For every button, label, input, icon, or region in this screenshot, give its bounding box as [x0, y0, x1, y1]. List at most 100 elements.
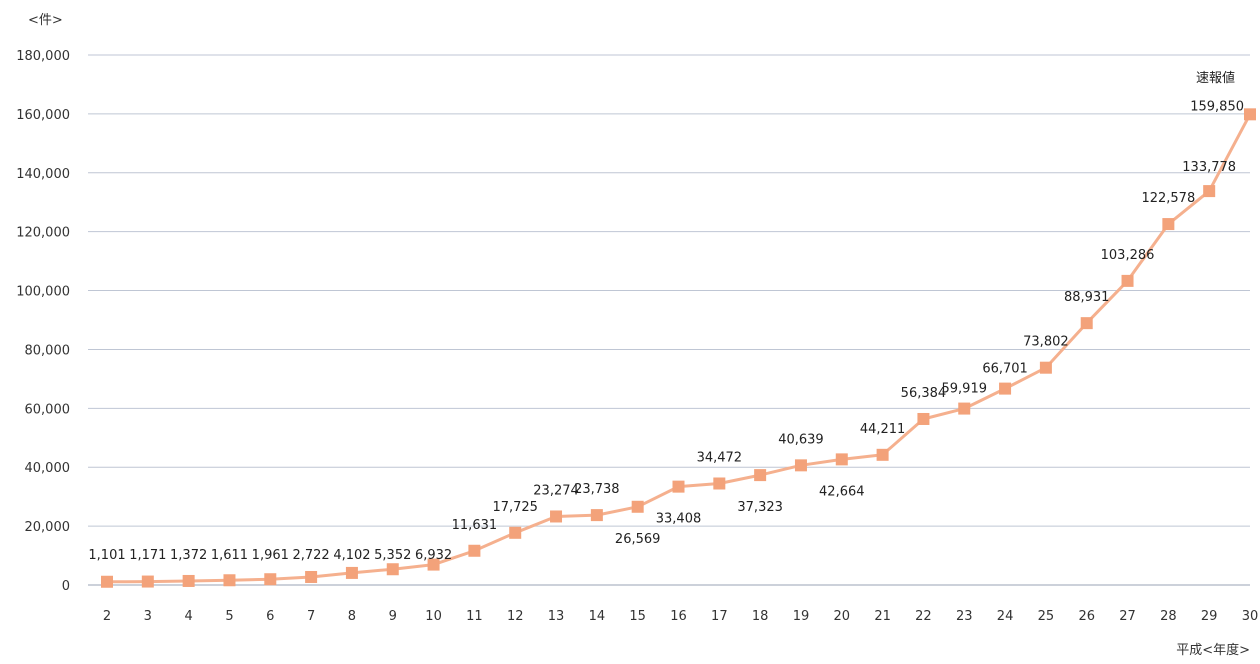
data-label: 33,408	[656, 512, 702, 527]
data-point	[1080, 317, 1093, 330]
data-point	[305, 570, 318, 583]
x-tick-label: 14	[589, 609, 606, 624]
data-point	[631, 500, 644, 513]
data-point	[754, 469, 767, 482]
data-point	[468, 544, 481, 557]
x-tick-label: 21	[874, 609, 891, 624]
data-point	[713, 477, 726, 490]
data-label: 1,101	[88, 548, 125, 563]
data-label: 122,578	[1141, 191, 1195, 206]
data-label: 59,919	[942, 382, 988, 397]
x-tick-label: 24	[997, 609, 1014, 624]
x-tick-label: 3	[144, 609, 152, 624]
gridlines	[88, 54, 1250, 586]
x-tick-label: 30	[1242, 609, 1259, 624]
x-tick-label: 13	[548, 609, 565, 624]
x-tick-label: 16	[670, 609, 687, 624]
data-label: 40,639	[778, 432, 824, 447]
y-tick-label: 40,000	[25, 461, 71, 476]
y-tick-label: 160,000	[16, 108, 70, 123]
y-tick-label: 60,000	[25, 402, 71, 417]
y-tick-label: 20,000	[25, 520, 71, 535]
data-point	[1162, 218, 1175, 231]
x-tick-label: 18	[752, 609, 769, 624]
data-point	[835, 453, 848, 466]
data-point	[958, 402, 971, 415]
data-label: 73,802	[1023, 335, 1069, 350]
data-label: 23,738	[574, 482, 620, 497]
y-tick-label: 80,000	[25, 343, 71, 358]
data-point	[999, 382, 1012, 395]
data-point	[509, 526, 522, 539]
x-tick-label: 5	[225, 609, 233, 624]
data-label: 11,631	[452, 518, 498, 533]
data-point	[876, 448, 889, 461]
data-label: 133,778	[1182, 160, 1236, 175]
series-markers	[101, 108, 1256, 588]
data-point	[264, 573, 277, 586]
y-tick-label: 0	[62, 579, 70, 594]
data-label: 37,323	[737, 500, 783, 515]
data-labels: 1,101 1,171 1,372 1,611 1,961 2,722 4,102 5,352…	[88, 99, 1244, 563]
x-tick-label: 2	[103, 609, 111, 624]
data-point	[223, 574, 236, 587]
data-label: 4,102	[333, 548, 370, 563]
x-tick-label: 19	[793, 609, 810, 624]
x-tick-label: 27	[1119, 609, 1136, 624]
data-label: 56,384	[901, 386, 947, 401]
data-point	[1244, 108, 1256, 121]
data-label: 34,472	[697, 450, 743, 465]
x-tick-label: 20	[834, 609, 851, 624]
data-label: 2,722	[292, 548, 329, 563]
x-tick-label: 26	[1078, 609, 1095, 624]
x-tick-label: 9	[389, 609, 397, 624]
data-point	[1203, 185, 1216, 198]
data-point	[550, 510, 563, 523]
data-label: 1,171	[129, 548, 166, 563]
x-tick-label: 7	[307, 609, 315, 624]
data-label: 23,274	[533, 483, 579, 498]
x-tick-label: 15	[629, 609, 646, 624]
data-label: 26,569	[615, 532, 661, 547]
x-axis-ticks: 2 3 4 5 6 7 8 9 10 11 12 13 14 15 16 17 18 19 20 21 22 23 24 25…	[103, 609, 1258, 624]
x-tick-label: 10	[425, 609, 442, 624]
y-tick-label: 100,000	[16, 285, 70, 300]
x-tick-label: 11	[466, 609, 483, 624]
data-point	[345, 566, 358, 579]
data-label: 159,850	[1190, 99, 1244, 114]
x-tick-label: 12	[507, 609, 524, 624]
data-label: 1,961	[252, 548, 289, 563]
data-label: 103,286	[1101, 248, 1155, 263]
x-tick-label: 22	[915, 609, 932, 624]
data-label: 17,725	[492, 500, 538, 515]
x-tick-label: 25	[1038, 609, 1055, 624]
x-tick-label: 4	[185, 609, 193, 624]
x-tick-label: 6	[266, 609, 274, 624]
data-point	[427, 558, 440, 571]
data-point	[1039, 361, 1052, 374]
data-label: 1,611	[211, 548, 248, 563]
data-point	[101, 575, 113, 588]
x-tick-label: 28	[1160, 609, 1177, 624]
data-point	[182, 574, 195, 587]
data-label: 44,211	[860, 422, 906, 437]
y-tick-label: 120,000	[16, 226, 70, 241]
data-point	[917, 412, 930, 425]
data-point	[386, 563, 399, 576]
x-tick-label: 29	[1201, 609, 1218, 624]
data-label: 88,931	[1064, 290, 1110, 305]
data-point	[1121, 274, 1134, 287]
y-unit-label: <件>	[28, 13, 63, 28]
data-label: 1,372	[170, 548, 207, 563]
y-tick-label: 140,000	[16, 167, 70, 182]
data-point	[794, 459, 807, 472]
x-tick-label: 8	[348, 609, 356, 624]
data-label: 42,664	[819, 484, 865, 499]
data-point	[590, 509, 603, 522]
y-axis-ticks: 0 20,000 40,000 60,000 80,000 100,000 120,000 1…	[16, 49, 70, 594]
annotation-preliminary: 速報値	[1196, 70, 1235, 86]
data-label: 6,932	[415, 548, 452, 563]
data-label: 5,352	[374, 548, 411, 563]
y-tick-label: 180,000	[16, 49, 70, 64]
